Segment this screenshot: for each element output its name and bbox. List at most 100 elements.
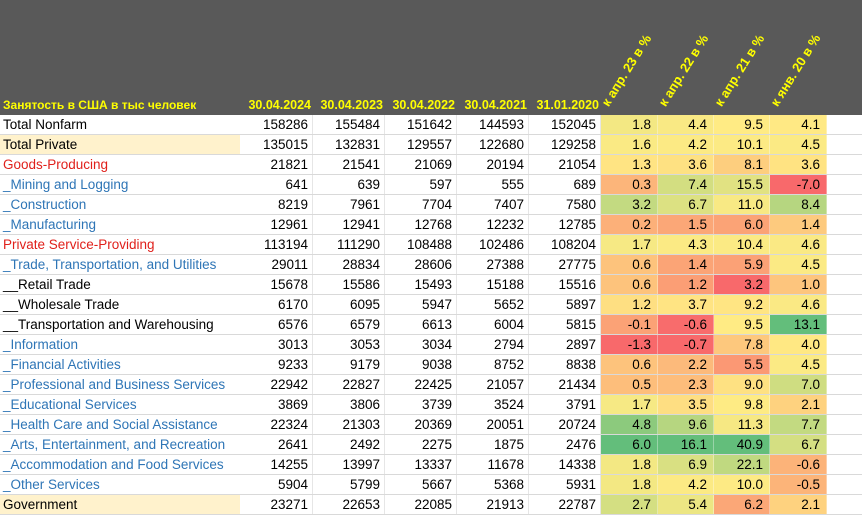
percent-cell[interactable]: 6.7 [658, 195, 714, 214]
percent-cell[interactable]: 9.5 [714, 115, 770, 134]
percent-cell[interactable]: 6.0 [601, 435, 658, 454]
value-cell[interactable]: 15188 [457, 275, 529, 294]
row-label[interactable]: __Wholesale Trade [3, 297, 120, 312]
value-cell[interactable]: 8219 [243, 195, 313, 214]
row-label[interactable]: _Accommodation and Food Services [3, 457, 224, 472]
date-header[interactable]: 31.01.2020 [536, 98, 599, 112]
percent-cell[interactable]: 3.2 [601, 195, 658, 214]
percent-cell[interactable]: 9.8 [714, 395, 770, 414]
row-label[interactable]: Private Service-Providing [3, 237, 155, 252]
value-cell[interactable]: 7704 [385, 195, 457, 214]
row-label[interactable]: _Arts, Entertainment, and Recreation [3, 437, 226, 452]
percent-cell[interactable]: 2.1 [770, 495, 827, 514]
value-cell[interactable]: 144593 [457, 115, 529, 134]
value-cell[interactable]: 21303 [313, 415, 385, 434]
value-cell[interactable]: 2794 [457, 335, 529, 354]
percent-cell[interactable]: 4.5 [770, 355, 827, 374]
percent-cell[interactable]: 8.1 [714, 155, 770, 174]
date-header[interactable]: 30.04.2024 [248, 98, 311, 112]
percent-cell[interactable]: 4.5 [770, 135, 827, 154]
percent-cell[interactable]: 1.5 [658, 215, 714, 234]
value-cell[interactable]: 135015 [243, 135, 313, 154]
value-cell[interactable]: 21541 [313, 155, 385, 174]
row-label[interactable]: Total Nonfarm [3, 117, 88, 132]
value-cell[interactable]: 12941 [313, 215, 385, 234]
value-cell[interactable]: 27775 [529, 255, 601, 274]
value-cell[interactable]: 15586 [313, 275, 385, 294]
percent-cell[interactable]: 4.6 [770, 295, 827, 314]
value-cell[interactable]: 14255 [243, 455, 313, 474]
value-cell[interactable]: 122680 [457, 135, 529, 154]
percent-cell[interactable]: 3.5 [658, 395, 714, 414]
percent-cell[interactable]: 7.0 [770, 375, 827, 394]
value-cell[interactable]: 22425 [385, 375, 457, 394]
value-cell[interactable]: 639 [313, 175, 385, 194]
value-cell[interactable]: 15678 [243, 275, 313, 294]
percent-cell[interactable]: 7.8 [714, 335, 770, 354]
value-cell[interactable]: 20194 [457, 155, 529, 174]
value-cell[interactable]: 23271 [243, 495, 313, 514]
value-cell[interactable]: 8838 [529, 355, 601, 374]
percent-cell[interactable]: 4.6 [770, 235, 827, 254]
value-cell[interactable]: 3524 [457, 395, 529, 414]
percent-cell[interactable]: 7.7 [770, 415, 827, 434]
value-cell[interactable]: 5368 [457, 475, 529, 494]
value-cell[interactable]: 3869 [243, 395, 313, 414]
value-cell[interactable]: 555 [457, 175, 529, 194]
value-cell[interactable]: 20724 [529, 415, 601, 434]
row-label[interactable]: _Professional and Business Services [3, 377, 226, 392]
percent-cell[interactable]: 9.6 [658, 415, 714, 434]
value-cell[interactable]: 132831 [313, 135, 385, 154]
value-cell[interactable]: 21069 [385, 155, 457, 174]
value-cell[interactable]: 22942 [243, 375, 313, 394]
value-cell[interactable]: 27388 [457, 255, 529, 274]
value-cell[interactable]: 158286 [243, 115, 313, 134]
row-label[interactable]: _Financial Activities [3, 357, 121, 372]
row-label[interactable]: __Transportation and Warehousing [3, 317, 214, 332]
percent-cell[interactable]: -0.5 [770, 475, 827, 494]
value-cell[interactable]: 12785 [529, 215, 601, 234]
row-label[interactable]: _Trade, Transportation, and Utilities [3, 257, 217, 272]
value-cell[interactable]: 689 [529, 175, 601, 194]
percent-cell[interactable]: 16.1 [658, 435, 714, 454]
percent-cell[interactable]: 4.4 [658, 115, 714, 134]
value-cell[interactable]: 20051 [457, 415, 529, 434]
value-cell[interactable]: 597 [385, 175, 457, 194]
percent-cell[interactable]: 7.4 [658, 175, 714, 194]
value-cell[interactable]: 111290 [313, 235, 385, 254]
value-cell[interactable]: 28834 [313, 255, 385, 274]
percent-cell[interactable]: 10.0 [714, 475, 770, 494]
percent-cell[interactable]: -0.6 [658, 315, 714, 334]
percent-cell[interactable]: 11.3 [714, 415, 770, 434]
value-cell[interactable]: 5931 [529, 475, 601, 494]
value-cell[interactable]: 29011 [243, 255, 313, 274]
value-cell[interactable]: 2275 [385, 435, 457, 454]
percent-cell[interactable]: 2.1 [770, 395, 827, 414]
value-cell[interactable]: 5667 [385, 475, 457, 494]
value-cell[interactable]: 21054 [529, 155, 601, 174]
row-label[interactable]: _Other Services [3, 477, 100, 492]
value-cell[interactable]: 151642 [385, 115, 457, 134]
percent-cell[interactable]: 13.1 [770, 315, 827, 334]
date-header[interactable]: 30.04.2021 [464, 98, 527, 112]
value-cell[interactable]: 129258 [529, 135, 601, 154]
row-label[interactable]: Goods-Producing [3, 157, 109, 172]
value-cell[interactable]: 2897 [529, 335, 601, 354]
percent-cell[interactable]: 3.7 [658, 295, 714, 314]
percent-cell[interactable]: 6.0 [714, 215, 770, 234]
value-cell[interactable]: 2476 [529, 435, 601, 454]
percent-cell[interactable]: 1.0 [770, 275, 827, 294]
table-title[interactable]: Занятость в США в тыс человек [3, 98, 197, 112]
percent-cell[interactable]: -0.6 [770, 455, 827, 474]
row-label[interactable]: __Retail Trade [3, 277, 91, 292]
percent-cell[interactable]: 0.6 [601, 355, 658, 374]
value-cell[interactable]: 15516 [529, 275, 601, 294]
percent-cell[interactable]: 0.6 [601, 275, 658, 294]
value-cell[interactable]: 22787 [529, 495, 601, 514]
value-cell[interactable]: 152045 [529, 115, 601, 134]
row-label[interactable]: _Information [3, 337, 79, 352]
row-label[interactable]: Total Private [0, 135, 240, 154]
percent-cell[interactable]: 9.5 [714, 315, 770, 334]
percent-cell[interactable]: 2.2 [658, 355, 714, 374]
value-cell[interactable]: 3013 [243, 335, 313, 354]
